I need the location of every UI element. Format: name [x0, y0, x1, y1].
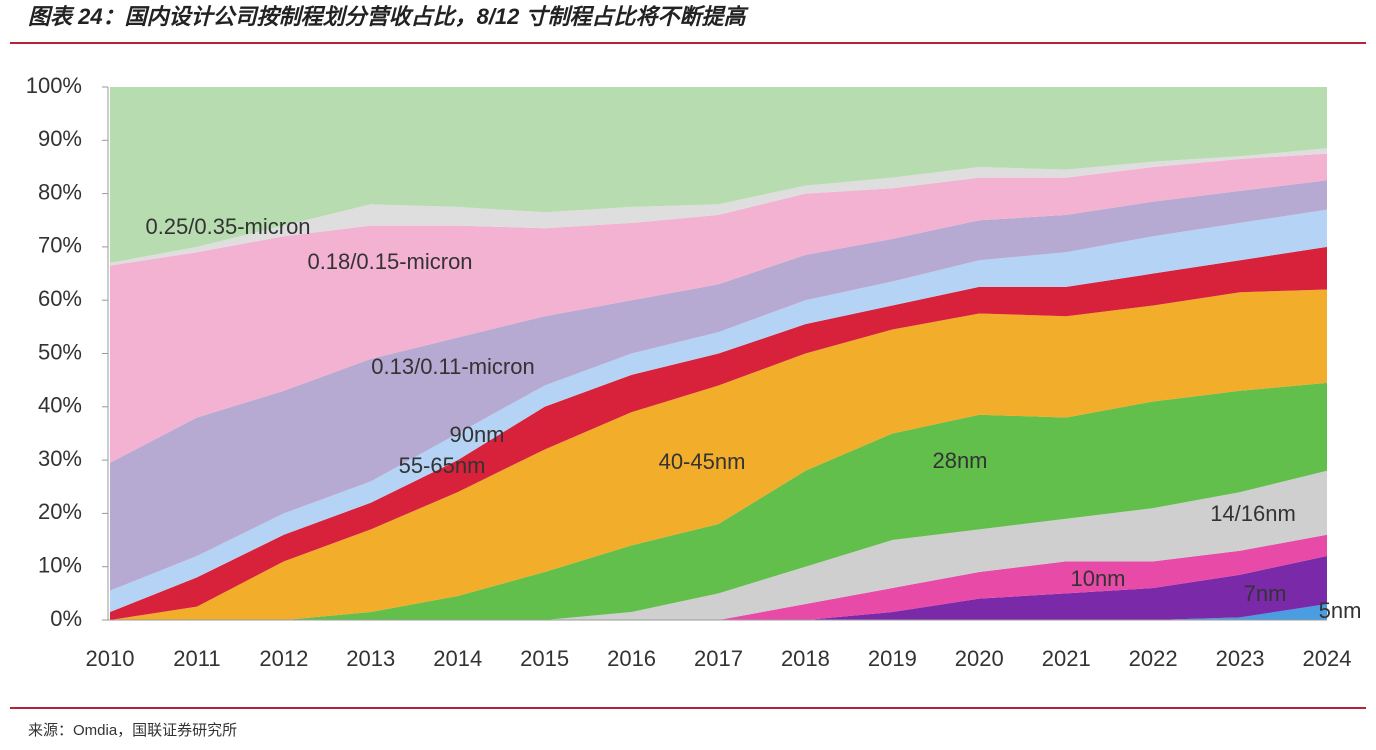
series-label: 10nm: [1070, 566, 1125, 591]
series-label: 28nm: [932, 448, 987, 473]
y-tick-label: 10%: [38, 553, 82, 578]
series-label: 0.25/0.35-micron: [145, 214, 310, 239]
y-tick-label: 70%: [38, 233, 82, 258]
area: [110, 556, 1327, 620]
y-tick-label: 100%: [26, 73, 82, 98]
area: [110, 87, 1327, 263]
y-tick-label: 30%: [38, 446, 82, 471]
x-tick-label: 2021: [1042, 646, 1091, 671]
area: [110, 180, 1327, 591]
x-tick-label: 2019: [868, 646, 917, 671]
series-label: 40-45nm: [659, 449, 746, 474]
x-tick-label: 2016: [607, 646, 656, 671]
y-tick-label: 60%: [38, 286, 82, 311]
x-tick-label: 2022: [1129, 646, 1178, 671]
area: [110, 153, 1327, 463]
y-tick-label: 50%: [38, 339, 82, 364]
x-tick-label: 2012: [259, 646, 308, 671]
series-label: 0.18/0.15-micron: [307, 249, 472, 274]
plot: 5nm 7nm 10nm 14/16nm 28nm 40-45nm 55-65nm 90nm 0…: [110, 87, 1361, 623]
series-label: 55-65nm: [399, 453, 486, 478]
y-tick-label: 20%: [38, 499, 82, 524]
x-tick-label: 2024: [1303, 646, 1352, 671]
y-tick-label: 40%: [38, 393, 82, 418]
area: [110, 470, 1327, 620]
x-tick-label: 2020: [955, 646, 1004, 671]
x-tick-label: 2013: [346, 646, 395, 671]
x-tick-label: 2017: [694, 646, 743, 671]
x-tick-label: 2015: [520, 646, 569, 671]
source: 来源：Omdia，国联证券研究所: [28, 722, 237, 739]
area: [110, 289, 1327, 620]
x-tick-label: 2014: [433, 646, 482, 671]
series-label: 14/16nm: [1210, 501, 1296, 526]
x-tick-label: 2011: [173, 646, 220, 671]
area: [110, 534, 1327, 620]
series-label: 5nm: [1319, 598, 1362, 623]
series-label: 7nm: [1244, 581, 1287, 606]
y-tick-label: 90%: [38, 126, 82, 151]
area: [110, 246, 1327, 620]
area: [110, 148, 1327, 266]
area: [110, 382, 1327, 620]
series-label: 90nm: [449, 422, 504, 447]
x-tick-label: 2010: [86, 646, 135, 671]
y-tick-label: 0%: [50, 606, 82, 631]
area: [110, 209, 1327, 613]
x-tick-label: 2018: [781, 646, 830, 671]
chart-title: 图表 24：国内设计公司按制程划分营收占比，8/12 寸制程占比将不断提高: [28, 4, 750, 29]
y-tick-label: 80%: [38, 179, 82, 204]
x-tick-label: 2023: [1216, 646, 1265, 671]
series-label: 0.13/0.11-micron: [371, 354, 534, 379]
axes: 0% 10% 20% 30% 40% 50% 60% 70% 80% 90% 100% 2010 201…: [26, 73, 1352, 671]
